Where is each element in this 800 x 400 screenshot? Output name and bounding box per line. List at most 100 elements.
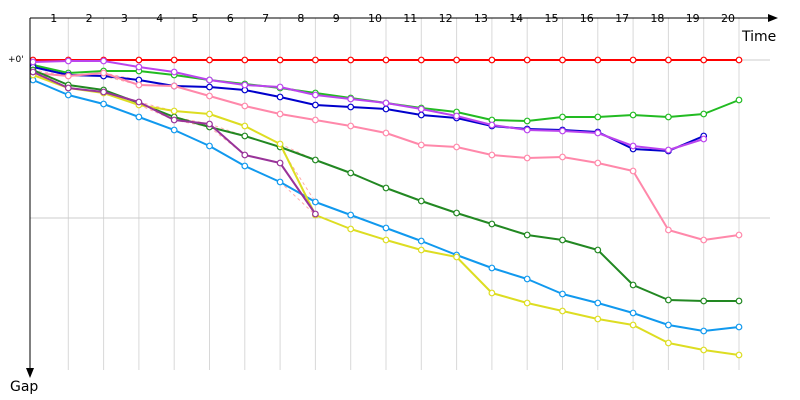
data-point [135, 56, 143, 64]
data-point [276, 93, 284, 101]
data-point [312, 156, 319, 164]
data-point [312, 56, 319, 64]
data-point [735, 56, 743, 64]
data-point [64, 91, 72, 99]
x-tick-label: 15 [545, 12, 559, 25]
data-point [312, 198, 319, 206]
data-point [347, 225, 355, 233]
data-point [594, 129, 602, 137]
data-point [206, 110, 213, 118]
data-point [276, 159, 284, 167]
data-point [417, 246, 425, 254]
x-tick-label: 17 [615, 12, 629, 25]
data-point [665, 296, 672, 304]
data-point [735, 96, 743, 104]
x-tick-label: 5 [192, 12, 199, 25]
series-5 [29, 69, 743, 244]
data-point [559, 307, 566, 315]
x-tick-label: 12 [439, 12, 453, 25]
x-tick-label: 13 [474, 12, 488, 25]
data-point [559, 113, 566, 121]
data-point [488, 151, 496, 159]
data-point [276, 56, 284, 64]
data-point [29, 58, 37, 66]
data-point [382, 129, 390, 137]
data-point [241, 56, 249, 64]
data-point [417, 197, 425, 205]
x-tick-label: 6 [227, 12, 234, 25]
data-point [700, 135, 708, 143]
data-point [312, 91, 319, 99]
x-tick-label: 14 [509, 12, 523, 25]
data-point [170, 126, 178, 134]
data-point [417, 105, 425, 113]
data-point [417, 141, 425, 149]
y-axis-title: Gap [10, 379, 38, 395]
data-point [594, 299, 602, 307]
x-tick-labels: 1 2 3 4 5 6 7 8 9 10 11 12 13 14 15 16 17 18 19 20 [50, 12, 735, 25]
data-point [347, 103, 355, 111]
data-point [347, 169, 355, 177]
x-tick-label: 1 [50, 12, 57, 25]
data-point [100, 100, 107, 108]
data-point [665, 339, 672, 347]
data-point [559, 56, 566, 64]
data-point [206, 83, 213, 91]
data-point [453, 253, 461, 261]
data-point [417, 56, 425, 64]
data-point [523, 154, 531, 162]
data-point [629, 111, 637, 119]
data-point [594, 56, 602, 64]
data-point [100, 88, 107, 96]
data-point [523, 56, 531, 64]
data-point [382, 105, 390, 113]
data-point [735, 231, 743, 239]
data-point [700, 110, 708, 118]
data-point [347, 211, 355, 219]
x-tick-label: 11 [403, 12, 417, 25]
series-3 [29, 63, 708, 155]
data-point [382, 236, 390, 244]
data-point [347, 56, 355, 64]
data-point [488, 121, 496, 129]
data-point [629, 56, 637, 64]
data-point [700, 327, 708, 335]
data-point [382, 56, 390, 64]
data-point [559, 153, 566, 161]
data-point [312, 210, 319, 218]
data-point [559, 236, 566, 244]
data-point [241, 162, 249, 170]
data-point [559, 290, 566, 298]
data-point [665, 226, 672, 234]
data-point [629, 281, 637, 289]
data-point [206, 142, 213, 150]
data-point [206, 56, 213, 64]
x-tick-label: 19 [686, 12, 700, 25]
data-point [347, 95, 355, 103]
axes: Time Gap +0' [8, 14, 778, 395]
data-point [735, 297, 743, 305]
data-point [170, 56, 178, 64]
data-point [523, 299, 531, 307]
data-point [594, 315, 602, 323]
data-point [665, 113, 672, 121]
data-point [700, 297, 708, 305]
data-point [629, 309, 637, 317]
data-point [170, 116, 178, 124]
y-zero-label: +0' [8, 55, 24, 65]
data-point [665, 56, 672, 64]
data-point [594, 159, 602, 167]
data-point [206, 92, 213, 100]
data-point [64, 57, 72, 65]
y-axis-arrow [26, 368, 34, 378]
data-point [312, 116, 319, 124]
x-tick-label: 4 [156, 12, 163, 25]
series-1 [29, 56, 743, 64]
x-tick-label: 9 [333, 12, 340, 25]
data-point [488, 220, 496, 228]
position-connector [279, 181, 316, 216]
data-point [241, 132, 249, 140]
data-point [629, 142, 637, 150]
data-point [135, 63, 143, 71]
